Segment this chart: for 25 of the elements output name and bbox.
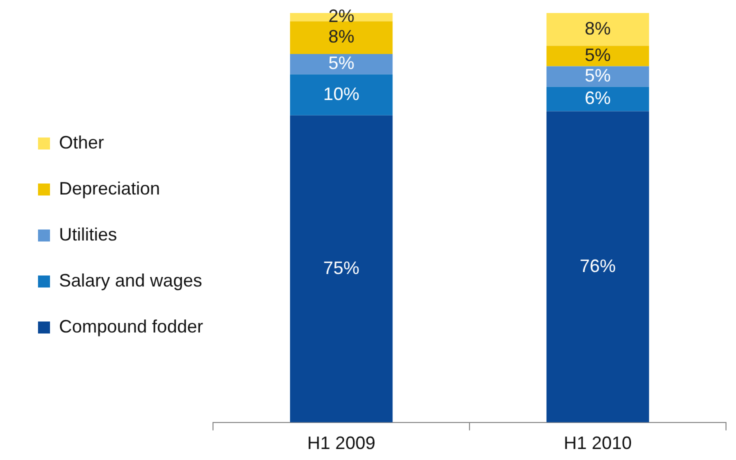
data-label: 6%: [584, 88, 611, 108]
legend-label: Other: [59, 132, 104, 152]
bar: [546, 46, 650, 66]
bar: [546, 86, 650, 112]
bar: [290, 21, 393, 54]
data-label: 76%: [580, 256, 616, 276]
data-label: 5%: [584, 65, 611, 86]
data-label: 5%: [584, 44, 611, 65]
x-tick-label: H1 2009: [307, 433, 376, 454]
bar: [290, 74, 393, 116]
legend-label: Depreciation: [59, 178, 160, 198]
legend-label: Compound fodder: [59, 316, 204, 336]
legend-label: Salary and wages: [59, 270, 202, 290]
bar: [546, 13, 650, 46]
x-tick-label: H1 2010: [564, 433, 632, 454]
bar: [290, 115, 393, 422]
data-label: 10%: [323, 84, 360, 104]
data-label: 75%: [323, 258, 360, 278]
bar: [290, 54, 393, 74]
bar: [546, 66, 650, 87]
bar: [546, 111, 650, 422]
data-label: 5%: [328, 53, 354, 74]
legend-label: Utilities: [59, 224, 118, 244]
data-label: 8%: [584, 18, 611, 38]
data-label: 8%: [328, 26, 354, 47]
